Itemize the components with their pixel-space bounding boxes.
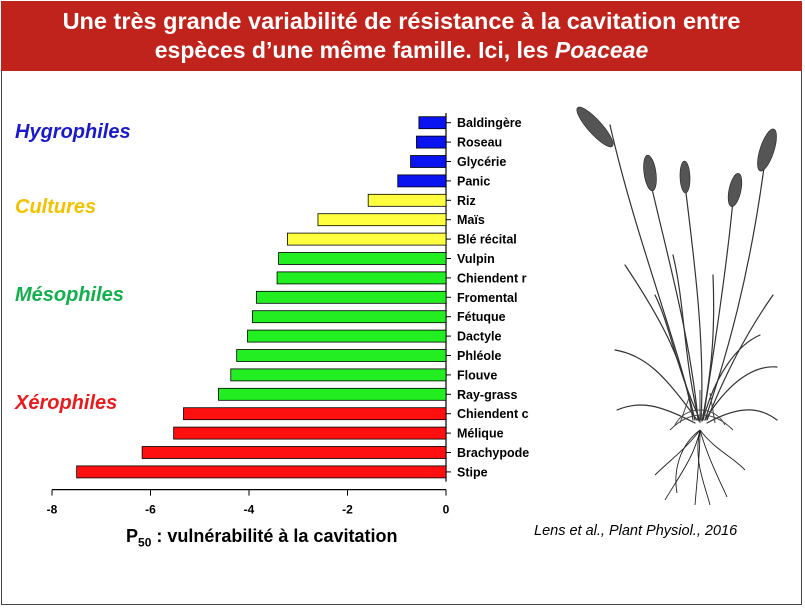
bar-3 — [410, 155, 447, 168]
x-tick-label-5: 0 — [443, 503, 450, 517]
bar-13 — [236, 349, 447, 362]
category-label-14: Flouve — [457, 368, 497, 382]
category-label-7: Blé récital — [457, 233, 517, 247]
category-label-10: Fromental — [457, 291, 517, 305]
bar-16 — [183, 407, 447, 421]
caption-sub: 50 — [138, 535, 152, 550]
category-label-1: Baldingère — [457, 116, 522, 130]
category-label-15: Ray-grass — [457, 388, 517, 402]
caption-p: P — [126, 526, 139, 546]
group-label-hygrophiles: Hygrophiles — [15, 121, 131, 143]
category-label-18: Brachypode — [457, 446, 529, 460]
bar-1 — [418, 116, 447, 130]
title-family-name: Poaceae — [554, 37, 649, 63]
grass-plant-illustration — [576, 106, 778, 506]
category-label-2: Roseau — [457, 136, 502, 150]
bar-18 — [141, 446, 447, 459]
category-label-11: Fétuque — [457, 310, 506, 324]
title-line-1: Une très grande variabilité de résistanc… — [62, 8, 741, 34]
bar-5 — [367, 193, 447, 207]
title-banner: Une très grande variabilité de résistanc… — [1, 1, 802, 71]
category-label-16: Chiendent c — [457, 407, 529, 421]
bar-2 — [416, 135, 447, 149]
category-label-4: Panic — [457, 174, 490, 188]
bar-17 — [173, 426, 447, 440]
group-label-cultures: Cultures — [15, 196, 97, 218]
x-tick-label-4: -2 — [342, 503, 353, 517]
x-tick-label-1: -8 — [47, 503, 58, 517]
x-axis-caption: P50 : vulnérabilité à la cavitation — [126, 526, 397, 550]
bar-10 — [255, 290, 447, 304]
group-label-mesophiles: Mésophiles — [15, 284, 124, 306]
x-tick-label-3: -4 — [244, 503, 255, 517]
category-label-9: Chiendent r — [457, 271, 527, 285]
title-line-2-prefix: espèces d’une même famille. Ici, les — [154, 37, 555, 63]
bar-11 — [252, 310, 447, 324]
category-label-8: Vulpin — [457, 252, 495, 266]
category-label-17: Mélique — [457, 427, 504, 441]
category-label-13: Phléole — [457, 349, 502, 363]
title-line-2: espèces d’une même famille. Ici, les Poa… — [1, 36, 802, 65]
bar-15 — [218, 387, 447, 401]
bar-7 — [287, 232, 447, 246]
bar-8 — [278, 252, 447, 265]
category-label-3: Glycérie — [457, 155, 506, 169]
group-label-xerophiles: Xérophiles — [15, 392, 118, 414]
bar-19 — [76, 465, 447, 479]
bar-6 — [317, 213, 447, 227]
source-citation: Lens et al., Plant Physiol., 2016 — [534, 523, 738, 539]
bar-12 — [247, 329, 447, 343]
bar-9 — [276, 271, 447, 285]
category-label-6: Maïs — [457, 213, 485, 227]
category-label-12: Dactyle — [457, 330, 502, 344]
bar-4 — [397, 174, 447, 188]
x-tick-label-2: -6 — [145, 503, 156, 517]
category-label-5: Riz — [457, 194, 476, 208]
caption-text: : vulnérabilité à la cavitation — [151, 526, 398, 546]
category-label-19: Stipe — [457, 465, 488, 479]
bar-14 — [230, 368, 447, 382]
